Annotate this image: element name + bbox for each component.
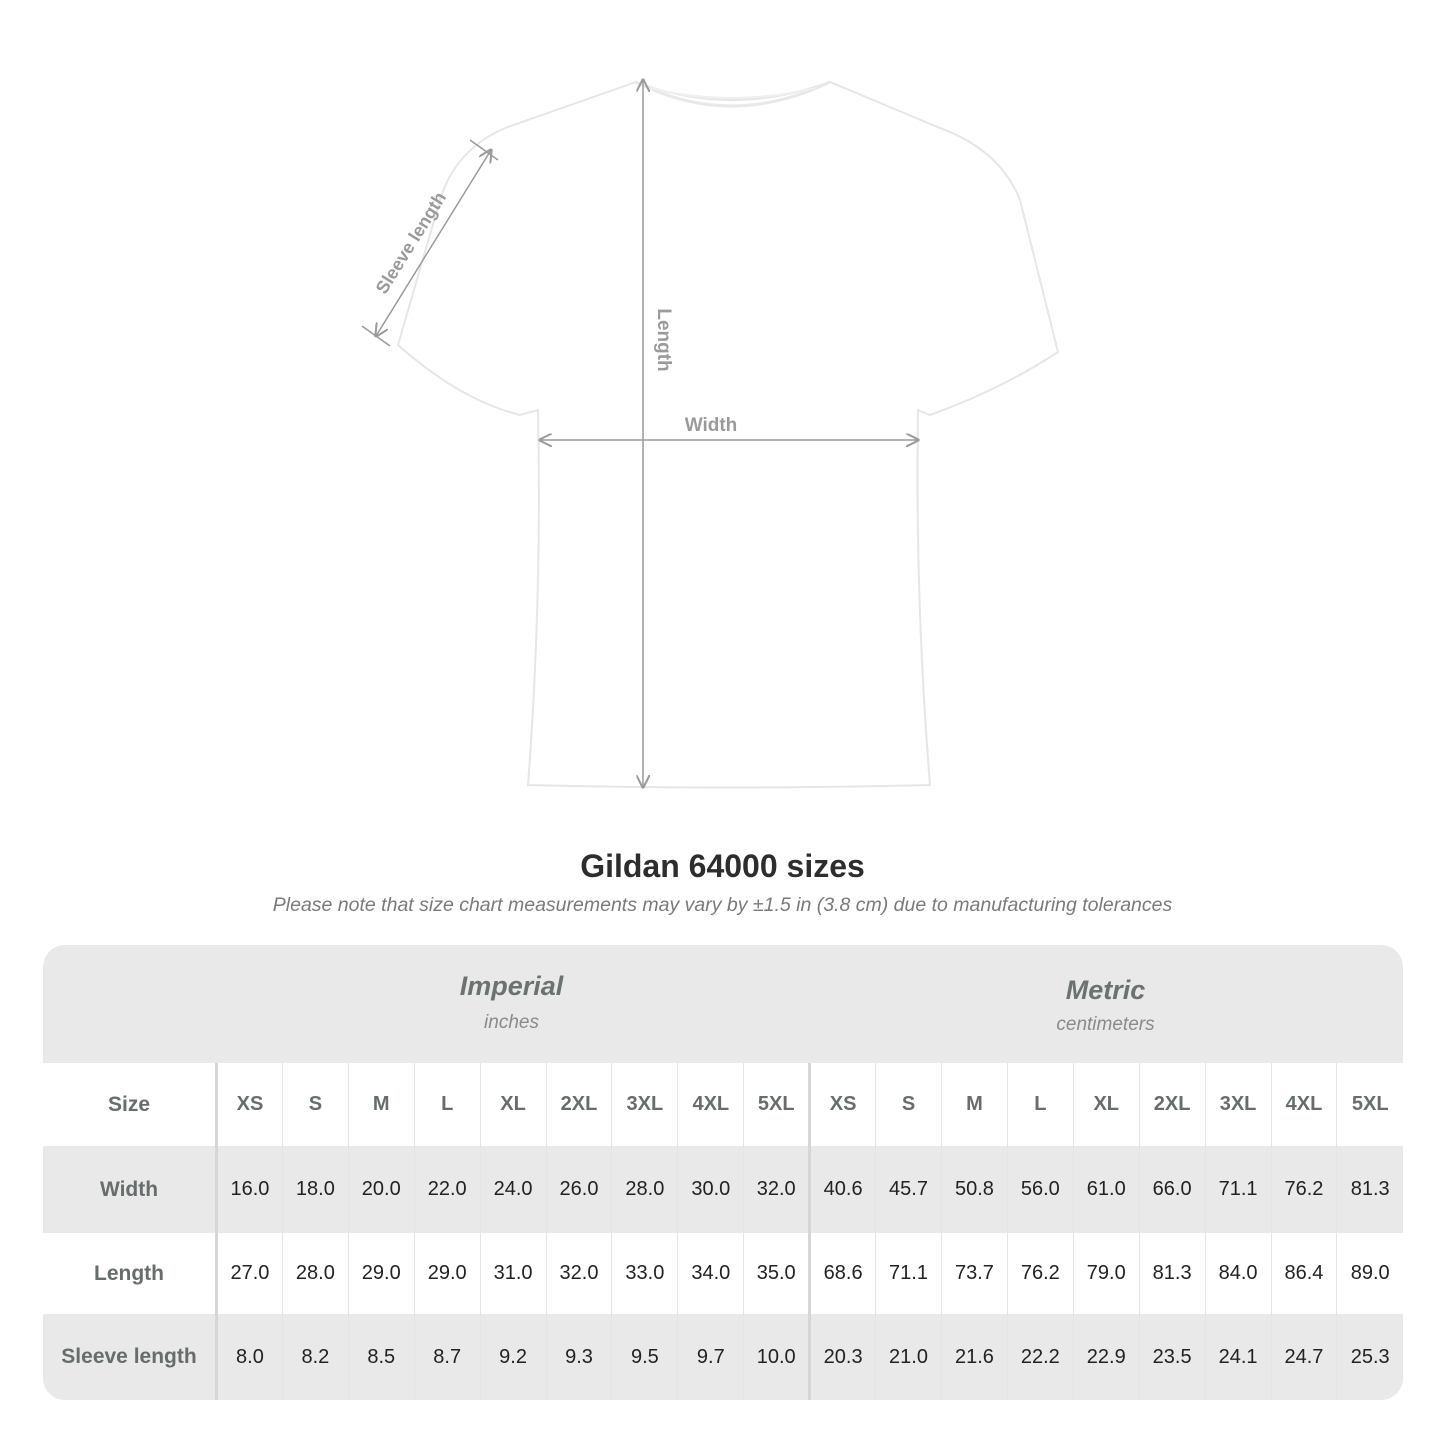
metric-value-cell: 21.0 [875,1314,942,1400]
metric-unit: centimeters [1056,1014,1155,1035]
imperial-value-cell: 31.0 [479,1233,547,1314]
metric-value-cell: 79.0 [1072,1233,1140,1314]
imperial-value-cell: 27.0 [216,1233,283,1314]
imperial-unit: inches [484,1012,539,1033]
metric-size-header: 4XL [1270,1063,1337,1146]
imperial-value-cell: 9.3 [545,1314,612,1400]
length-label: Length [653,308,674,371]
metric-value-cell: 71.1 [875,1233,942,1314]
imperial-value-cell: 28.0 [281,1233,349,1314]
metric-size-header: M [940,1063,1008,1146]
imperial-value-cell: 29.0 [413,1233,481,1314]
metric-value-cell: 86.4 [1270,1233,1337,1314]
metric-value-cell: 76.2 [1270,1146,1337,1233]
metric-size-header: XS [808,1063,876,1146]
metric-size-header: 3XL [1204,1063,1271,1146]
imperial-value-cell: 8.7 [413,1314,481,1400]
row-label: Length [43,1233,218,1314]
metric-value-cell: 22.2 [1006,1314,1074,1400]
size-table: Size XS S M L XL 2XL 3XL 4XL 5XL XS S M L XL 2XL 3XL 4XL 5… [43,1063,1403,1400]
imperial-value-cell: 32.0 [743,1146,810,1233]
metric-header: Metric centimeters [808,945,1403,1063]
size-header-row: Size XS S M L XL 2XL 3XL 4XL 5XL XS S M L XL 2XL 3XL 4XL 5… [43,1063,1403,1146]
imperial-value-cell: 18.0 [281,1146,349,1233]
imperial-value-cell: 24.0 [479,1146,547,1233]
metric-value-cell: 61.0 [1072,1146,1140,1233]
width-label: Width [685,415,738,436]
imperial-value-cell: 8.2 [281,1314,349,1400]
imperial-value-cell: 29.0 [347,1233,415,1314]
metric-value-cell: 45.7 [875,1146,942,1233]
imperial-value-cell: 34.0 [677,1233,744,1314]
imperial-value-cell: 28.0 [611,1146,678,1233]
metric-value-cell: 89.0 [1336,1233,1403,1314]
imperial-size-header: 4XL [677,1063,744,1146]
imperial-value-cell: 9.7 [677,1314,744,1400]
metric-value-cell: 50.8 [940,1146,1008,1233]
imperial-header: Imperial inches [215,945,808,1063]
metric-value-cell: 71.1 [1204,1146,1271,1233]
metric-value-cell: 24.7 [1270,1314,1337,1400]
metric-size-header: XL [1072,1063,1140,1146]
imperial-size-header: XL [479,1063,547,1146]
sleeve-measure-line [376,150,491,336]
imperial-size-header: S [281,1063,349,1146]
tshirt-diagram: Length Width Sleeve length [361,0,1060,789]
imperial-value-cell: 35.0 [743,1233,810,1314]
imperial-value-cell: 20.0 [347,1146,415,1233]
imperial-size-header: 5XL [743,1063,810,1146]
metric-value-cell: 68.6 [808,1233,876,1314]
metric-value-cell: 81.3 [1138,1233,1206,1314]
size-header-label: Size [43,1063,218,1146]
metric-value-cell: 24.1 [1204,1314,1271,1400]
metric-size-header: 2XL [1138,1063,1206,1146]
imperial-title: Imperial [459,971,564,1001]
tolerance-note: Please note that size chart measurements… [272,894,1173,916]
imperial-value-cell: 22.0 [413,1146,481,1233]
imperial-value-cell: 9.5 [611,1314,678,1400]
metric-value-cell: 22.9 [1072,1314,1140,1400]
metric-value-cell: 76.2 [1006,1233,1074,1314]
metric-value-cell: 73.7 [940,1233,1008,1314]
imperial-size-header: 3XL [611,1063,678,1146]
table-row: Length 27.0 28.0 29.0 29.0 31.0 32.0 33.0 34.0 35… [43,1233,1403,1314]
imperial-value-cell: 16.0 [216,1146,283,1233]
metric-value-cell: 25.3 [1336,1314,1403,1400]
metric-value-cell: 23.5 [1138,1314,1206,1400]
imperial-value-cell: 8.5 [347,1314,415,1400]
imperial-value-cell: 33.0 [611,1233,678,1314]
imperial-value-cell: 32.0 [545,1233,612,1314]
metric-size-header: S [875,1063,942,1146]
metric-size-header: 5XL [1336,1063,1403,1146]
metric-size-header: L [1006,1063,1074,1146]
imperial-value-cell: 30.0 [677,1146,744,1233]
imperial-size-header: M [347,1063,415,1146]
table-row: Width 16.0 18.0 20.0 22.0 24.0 26.0 28.0 30.0 32.… [43,1146,1403,1233]
imperial-value-cell: 9.2 [479,1314,547,1400]
imperial-size-header: XS [216,1063,283,1146]
metric-value-cell: 56.0 [1006,1146,1074,1233]
metric-value-cell: 81.3 [1336,1146,1403,1233]
row-label: Sleeve length [43,1314,218,1400]
row-label: Width [43,1146,218,1233]
imperial-size-header: L [413,1063,481,1146]
imperial-size-header: 2XL [545,1063,612,1146]
size-table-card: Imperial inches Metric centimeters Size X… [43,945,1403,1400]
metric-value-cell: 84.0 [1204,1233,1271,1314]
metric-value-cell: 21.6 [940,1314,1008,1400]
imperial-value-cell: 26.0 [545,1146,612,1233]
metric-value-cell: 66.0 [1138,1146,1206,1233]
metric-value-cell: 20.3 [808,1314,876,1400]
imperial-value-cell: 8.0 [216,1314,283,1400]
metric-value-cell: 40.6 [808,1146,876,1233]
imperial-value-cell: 10.0 [743,1314,810,1400]
table-row: Sleeve length 8.0 8.2 8.5 8.7 9.2 9.3 9.5 9.7 10.… [43,1314,1403,1400]
metric-title: Metric [1065,975,1146,1005]
page-title: Gildan 64000 sizes [580,848,865,884]
